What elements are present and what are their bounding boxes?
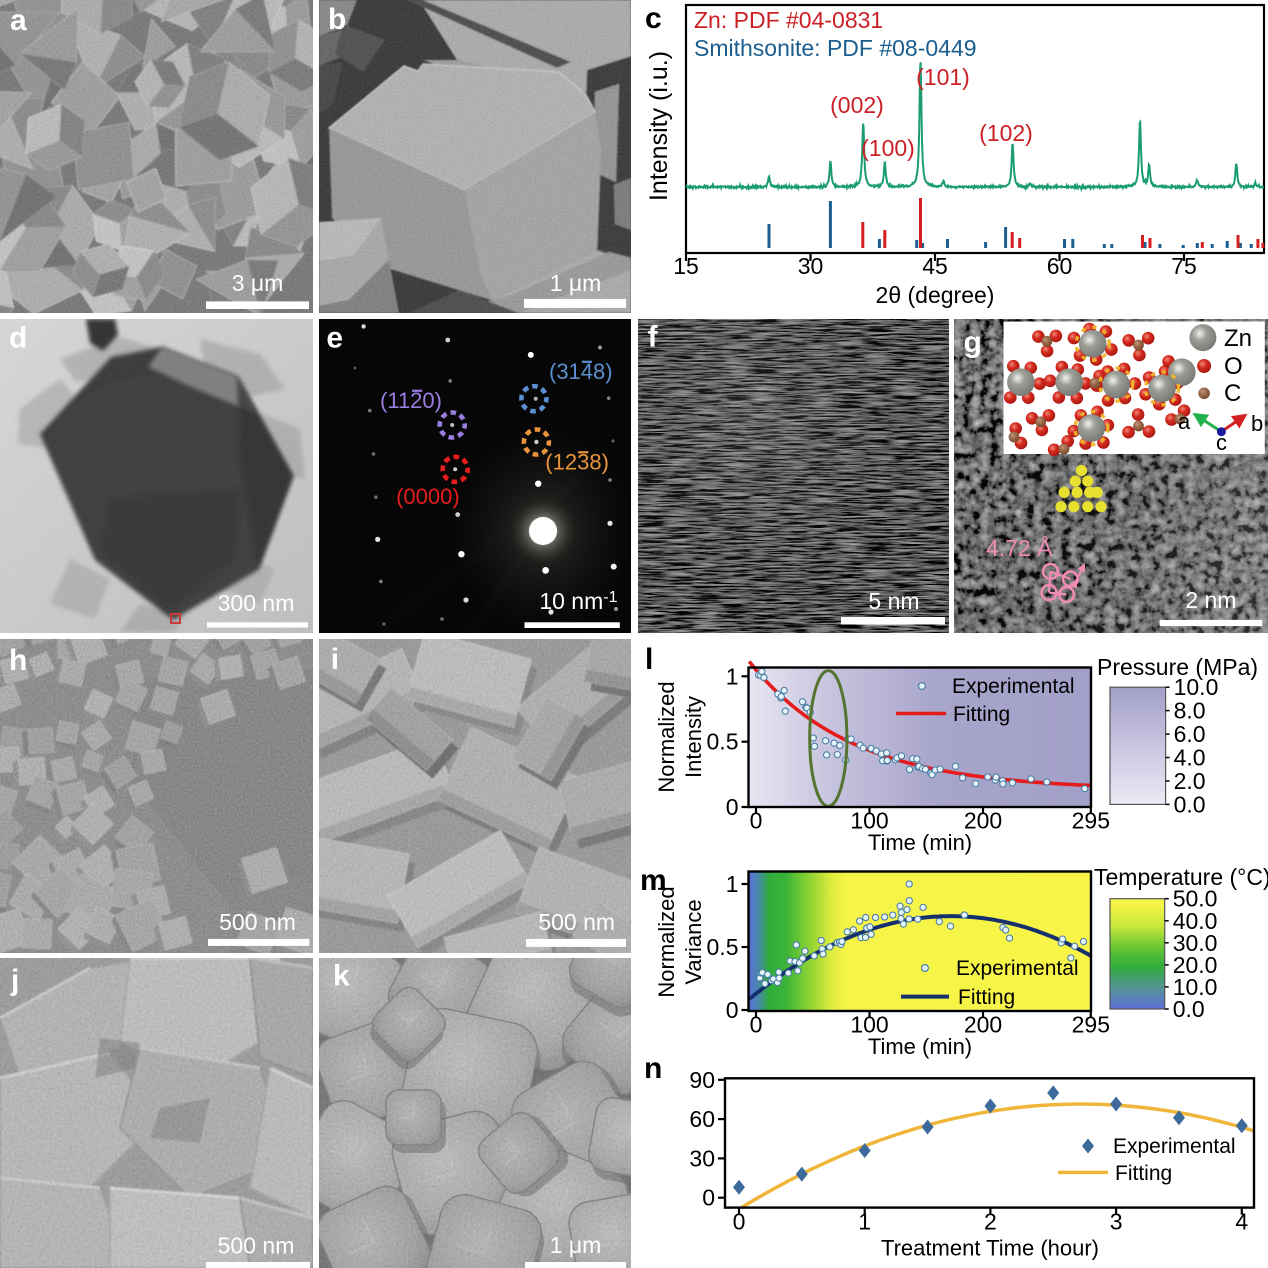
svg-text:2 nm: 2 nm	[1185, 587, 1236, 613]
svg-text:Experimental: Experimental	[956, 957, 1079, 980]
svg-text:20.0: 20.0	[1173, 952, 1218, 978]
svg-text:Fitting: Fitting	[953, 703, 1010, 726]
svg-text:l: l	[645, 643, 653, 676]
svg-text:a: a	[1178, 409, 1191, 434]
svg-text:Fitting: Fitting	[1115, 1162, 1172, 1185]
svg-text:m: m	[640, 864, 667, 897]
svg-text:b: b	[328, 3, 346, 36]
svg-text:i: i	[331, 643, 339, 676]
svg-text:300 nm: 300 nm	[218, 590, 295, 616]
svg-text:15: 15	[673, 253, 699, 279]
svg-text:g: g	[964, 326, 982, 359]
svg-text:0: 0	[726, 997, 739, 1023]
svg-text:500 nm: 500 nm	[218, 1232, 295, 1258]
svg-text:O: O	[1224, 353, 1243, 380]
svg-text:3: 3	[1110, 1209, 1123, 1235]
svg-text:0.0: 0.0	[1174, 791, 1206, 817]
svg-text:(0000): (0000)	[396, 484, 460, 509]
svg-text:n: n	[644, 1060, 662, 1085]
svg-text:295: 295	[1072, 808, 1110, 834]
svg-text:10.0: 10.0	[1173, 974, 1218, 1000]
svg-text:200: 200	[964, 1012, 1002, 1038]
svg-text:Time (min): Time (min)	[868, 1034, 972, 1059]
svg-text:k: k	[333, 960, 350, 993]
svg-text:500 nm: 500 nm	[219, 909, 296, 935]
svg-text:40.0: 40.0	[1173, 908, 1218, 934]
svg-text:6.0: 6.0	[1174, 721, 1206, 747]
svg-text:0: 0	[750, 1012, 763, 1038]
svg-text:2.0: 2.0	[1174, 768, 1206, 794]
svg-text:60: 60	[1047, 253, 1073, 279]
svg-text:Experimental: Experimental	[1113, 1135, 1236, 1158]
svg-text:0.0: 0.0	[1173, 996, 1205, 1022]
svg-text:Time (min): Time (min)	[868, 830, 972, 855]
svg-text:Fitting: Fitting	[958, 986, 1015, 1009]
svg-text:(1238): (1238)	[545, 450, 609, 475]
svg-text:10.0: 10.0	[1174, 674, 1219, 700]
svg-text:30.0: 30.0	[1173, 930, 1218, 956]
svg-text:(102): (102)	[979, 120, 1033, 146]
svg-text:500 nm: 500 nm	[538, 909, 615, 935]
svg-text:(100): (100)	[861, 135, 915, 161]
svg-text:Smithsonite: PDF #08-0449: Smithsonite: PDF #08-0449	[694, 35, 977, 61]
svg-text:30: 30	[798, 253, 824, 279]
svg-text:0: 0	[750, 808, 763, 834]
svg-text:1: 1	[858, 1209, 871, 1235]
svg-text:h: h	[9, 644, 27, 677]
svg-text:2: 2	[984, 1209, 997, 1235]
svg-text:Experimental: Experimental	[952, 675, 1075, 698]
svg-text:75: 75	[1171, 253, 1197, 279]
svg-text:NormalizedIntensity: NormalizedIntensity	[654, 681, 706, 792]
svg-text:Pressure (MPa): Pressure (MPa)	[1097, 654, 1258, 680]
svg-text:60: 60	[689, 1106, 715, 1132]
svg-text:1: 1	[726, 871, 739, 897]
svg-text:e: e	[326, 322, 343, 355]
svg-text:f: f	[648, 321, 659, 354]
svg-text:0.5: 0.5	[707, 729, 739, 755]
svg-text:(002): (002)	[830, 92, 884, 118]
svg-text:1 μm: 1 μm	[550, 1232, 602, 1258]
svg-text:1: 1	[726, 663, 739, 689]
svg-text:30: 30	[689, 1145, 715, 1171]
svg-text:100: 100	[850, 808, 888, 834]
svg-text:10 nm-1: 10 nm-1	[539, 588, 617, 614]
svg-text:j: j	[10, 964, 19, 997]
svg-text:5 nm: 5 nm	[868, 588, 919, 614]
svg-text:295: 295	[1072, 1012, 1110, 1038]
svg-text:3 μm: 3 μm	[232, 270, 284, 296]
svg-text:50.0: 50.0	[1173, 886, 1218, 912]
svg-text:c: c	[1216, 430, 1227, 455]
svg-text:(3148): (3148)	[549, 359, 613, 384]
svg-text:8.0: 8.0	[1174, 698, 1206, 724]
svg-text:90: 90	[689, 1067, 715, 1093]
svg-text:d: d	[9, 322, 27, 355]
svg-text:0: 0	[702, 1185, 715, 1211]
svg-text:1 μm: 1 μm	[550, 270, 602, 296]
svg-text:(1120): (1120)	[380, 388, 442, 413]
svg-text:200: 200	[964, 808, 1002, 834]
svg-text:100: 100	[850, 1012, 888, 1038]
svg-text:Intensity (i.u.): Intensity (i.u.)	[645, 51, 673, 201]
svg-text:0: 0	[726, 794, 739, 820]
svg-text:Treatment Time (hour): Treatment Time (hour)	[881, 1236, 1099, 1261]
svg-text:(101): (101)	[916, 64, 970, 90]
svg-text:c: c	[645, 2, 662, 35]
svg-text:b: b	[1251, 411, 1263, 436]
svg-text:4.0: 4.0	[1174, 745, 1206, 771]
svg-text:0.5: 0.5	[707, 934, 739, 960]
svg-text:Temperature (°C): Temperature (°C)	[1094, 864, 1268, 890]
svg-text:45: 45	[922, 253, 948, 279]
svg-text:C: C	[1224, 380, 1241, 407]
svg-text:4: 4	[1235, 1209, 1248, 1235]
svg-text:NormalizedVariance: NormalizedVariance	[654, 886, 706, 997]
svg-text:0: 0	[733, 1209, 746, 1235]
svg-text:Zn: Zn	[1224, 325, 1252, 352]
svg-text:4.72 Å: 4.72 Å	[986, 534, 1053, 561]
svg-text:2θ (degree): 2θ (degree)	[876, 282, 995, 308]
svg-text:a: a	[10, 4, 27, 37]
svg-text:Zn: PDF #04-0831: Zn: PDF #04-0831	[694, 7, 883, 33]
